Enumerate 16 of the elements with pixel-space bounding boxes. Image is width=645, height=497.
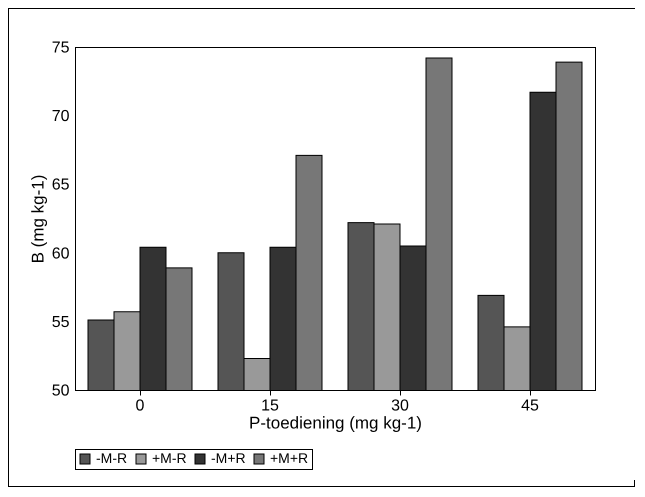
y-tick-label: 60 (52, 245, 70, 262)
y-tick-label: 75 (52, 40, 70, 56)
legend-label: -M+R (211, 450, 246, 466)
y-tick-label: 65 (52, 176, 70, 194)
legend-label: +M-R (152, 450, 187, 466)
x-tick-label: 0 (136, 398, 145, 414)
x-tick-label: 45 (521, 398, 539, 414)
x-tick-label: 15 (261, 398, 279, 414)
y-axis-title: B (mg kg-1) (28, 174, 48, 264)
x-axis-title: P-toediening (mg kg-1) (249, 414, 422, 432)
legend-label: +M+R (270, 450, 308, 466)
x-tick-label: 30 (391, 398, 409, 414)
y-tick-label: 70 (52, 108, 70, 126)
legend-label: -M-R (96, 450, 128, 466)
y-tick-label: 50 (52, 382, 70, 400)
y-tick-label: 55 (52, 314, 70, 331)
